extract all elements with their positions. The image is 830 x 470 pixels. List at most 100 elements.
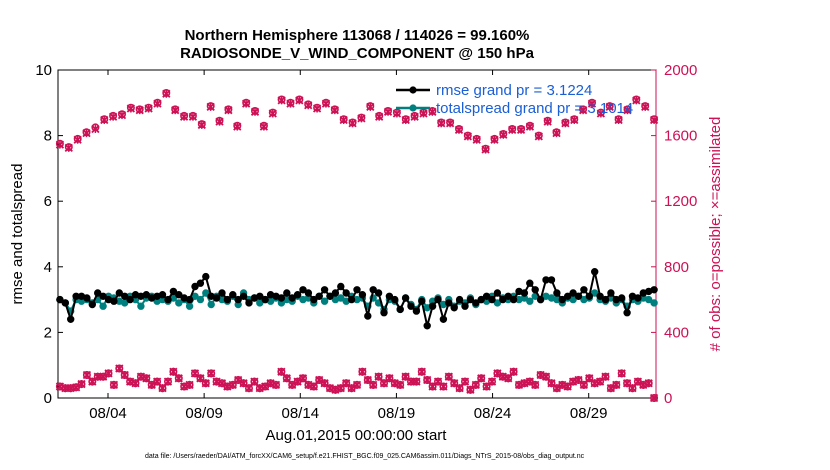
obs-bottom-possible-point [439,382,448,391]
obs-assimilated-top-point [91,124,100,134]
obs-bottom-possible-point [466,385,475,394]
y-tick-label-left: 6 [44,193,52,210]
y-tick-label-right: 2000 [664,62,697,79]
obs-bottom-possible-point [153,377,162,386]
rmse-point [304,289,313,297]
totalspread-point [207,300,215,309]
rmse-point [326,292,334,300]
totalspread-point [645,295,653,304]
rmse-point [380,309,388,317]
obs-bottom-possible-point [617,369,626,378]
rmse-point [293,291,302,299]
rmse-point [650,286,658,294]
obs-assimilated-top-point [614,115,623,125]
obs-bottom-possible-point [309,382,318,391]
obs-assimilated-top-point [286,99,295,108]
obs-bottom-possible-point [650,393,659,402]
totalspread-point [650,299,658,307]
rmse-point [591,268,599,276]
obs-bottom-possible-point [104,369,113,378]
rmse-point [466,295,475,304]
y-tick-label-right: 0 [664,390,672,407]
rmse-point [67,315,75,323]
rmse-point [212,294,221,302]
obs-bottom-possible-point [115,364,124,373]
y-tick-label-left: 4 [44,259,52,276]
rmse-point [164,295,172,304]
rmse-point [499,295,507,304]
rmse-point [391,295,399,304]
rmse-point [553,289,561,297]
obs-bottom-possible-point [369,380,378,389]
totalspread-point [196,295,205,304]
obs-bottom-possible-point [623,379,632,388]
obs-assimilated-top-point [578,106,588,115]
x-tick-label: 08/19 [378,405,416,422]
obs-bottom-possible-point [504,374,513,383]
obs-assimilated-top-point [410,112,419,121]
rmse-point [175,291,183,299]
obs-assimilated-top-point [587,99,597,108]
obs-assimilated-top-point [445,119,455,128]
obs-assimilated-top-point [490,135,499,144]
obs-bottom-possible-point [417,367,426,376]
rmse-point [574,292,583,300]
obs-bottom-possible-point [531,380,540,389]
rmse-point [347,295,356,304]
rmse-point [239,292,248,300]
obs-bottom-possible-point [423,375,432,384]
rmse-point [493,289,502,297]
obs-bottom-possible-point [352,380,361,389]
obs-assimilated-top-point [516,125,526,134]
x-axis-label: Aug.01,2015 00:00:00 start [266,427,448,444]
rmse-point [223,295,232,304]
rmse-point [88,300,97,309]
obs-assimilated-top-point [649,115,659,125]
obs-bottom-possible-point [450,379,459,388]
obs-bottom-possible-point [271,380,280,389]
rmse-point [434,295,442,304]
y-tick-label-left: 2 [44,324,52,341]
rmse-point [407,302,415,310]
obs-assimilated-top-point [117,110,127,120]
obs-bottom-possible-point [596,377,605,386]
rmse-point [374,289,383,297]
obs-assimilated-top-point [552,129,561,138]
legend-spread-marker [409,104,417,112]
obs-bottom-possible-point [191,369,200,378]
rmse-point [358,291,367,299]
obs-bottom-possible-point [250,377,259,386]
rmse-point [428,302,437,310]
obs-assimilated-top-point [268,109,277,118]
rmse-point [385,292,394,300]
obs-assimilated-top-point [632,96,641,105]
obs-bottom-possible-point [471,380,480,389]
rmse-point [337,282,345,291]
rmse-point [61,299,70,307]
y-tick-label-right: 1200 [664,193,697,210]
obs-assimilated-top-point [605,102,614,112]
obs-bottom-possible-point [460,377,469,386]
obs-bottom-possible-point [298,374,307,383]
chart-title-line2: RADIOSONDE_V_WIND_COMPONENT @ 150 hPa [180,45,535,62]
obs-bottom-possible-point [196,374,205,383]
obs-assimilated-top-point [348,119,357,128]
rmse-point [288,294,296,302]
totalspread-point [137,302,145,310]
rmse-point [461,302,469,310]
totalspread-point [591,289,599,297]
obs-bottom-possible-point [93,372,102,381]
obs-assimilated-top-point [525,122,535,131]
obs-assimilated-top-point [401,115,410,125]
x-tick-label: 08/04 [89,405,127,422]
totalspread-point [202,289,210,297]
obs-assimilated-top-point [144,104,153,113]
rmse-point [261,295,269,304]
rmse-point [531,286,539,294]
rmse-point [536,295,545,304]
rmse-point [439,315,448,323]
obs-assimilated-top-point [295,96,304,105]
obs-bottom-possible-point [374,372,383,381]
obs-bottom-possible-point [385,374,394,383]
obs-bottom-possible-point [455,384,464,393]
